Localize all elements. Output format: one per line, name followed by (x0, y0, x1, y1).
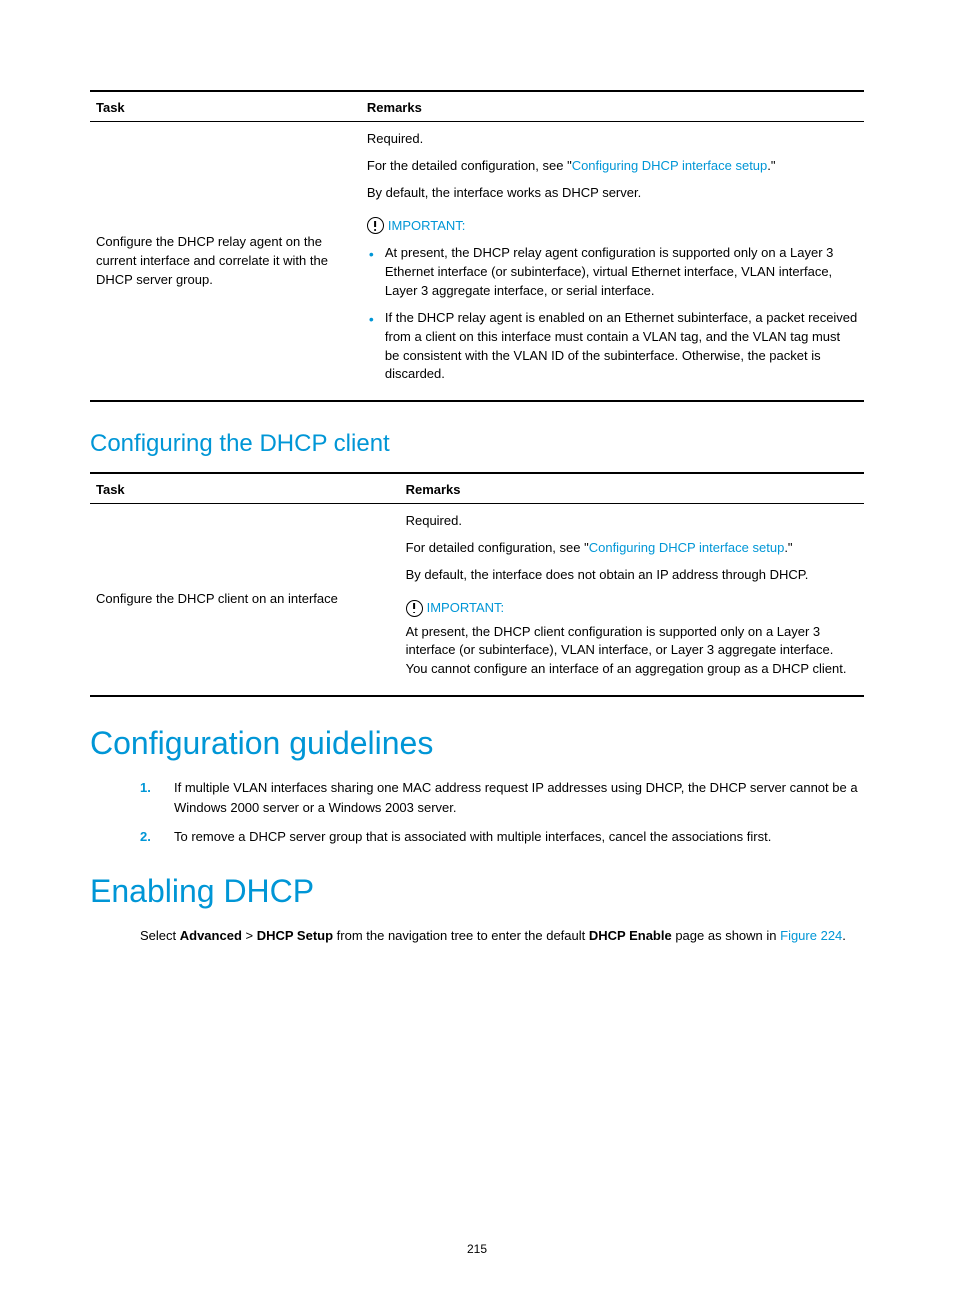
remarks-cell: Required. For detailed configuration, se… (400, 504, 864, 696)
section-heading-client: Configuring the DHCP client (90, 430, 864, 458)
table-header-remarks: Remarks (400, 473, 864, 504)
guidelines-list: If multiple VLAN interfaces sharing one … (140, 778, 864, 847)
important-label: IMPORTANT: (367, 217, 466, 236)
dhcp-setup-label: DHCP Setup (257, 928, 333, 943)
para-mid: from the navigation tree to enter the de… (333, 928, 589, 943)
page-number: 215 (0, 1242, 954, 1256)
table-row: Configure the DHCP relay agent on the cu… (90, 122, 864, 402)
default-text: By default, the interface works as DHCP … (367, 184, 858, 203)
warning-icon (367, 217, 384, 234)
para-pre: Select (140, 928, 180, 943)
config-link[interactable]: Configuring DHCP interface setup (589, 540, 785, 555)
detail-text: For the detailed configuration, see "Con… (367, 157, 858, 176)
task-cell: Configure the DHCP client on an interfac… (90, 504, 400, 696)
dhcp-enable-label: DHCP Enable (589, 928, 672, 943)
important-text: IMPORTANT: (427, 599, 505, 618)
table-header-remarks: Remarks (361, 91, 864, 122)
page: Task Remarks Configure the DHCP relay ag… (0, 0, 954, 1296)
default-text: By default, the interface does not obtai… (406, 566, 858, 585)
enable-paragraph: Select Advanced > DHCP Setup from the na… (140, 926, 864, 946)
important-text: IMPORTANT: (388, 217, 466, 236)
task-cell: Configure the DHCP relay agent on the cu… (90, 122, 361, 402)
guideline-item: To remove a DHCP server group that is as… (140, 827, 864, 847)
bullet-item: At present, the DHCP relay agent configu… (367, 244, 858, 301)
warning-icon (406, 600, 423, 617)
section-heading-enable: Enabling DHCP (90, 873, 864, 910)
gt: > (242, 928, 257, 943)
detail-suffix: ." (784, 540, 792, 555)
para-post2: . (842, 928, 846, 943)
section-heading-guidelines: Configuration guidelines (90, 725, 864, 762)
figure-link[interactable]: Figure 224 (780, 928, 842, 943)
detail-prefix: For the detailed configuration, see " (367, 158, 572, 173)
client-table: Task Remarks Configure the DHCP client o… (90, 472, 864, 697)
required-text: Required. (406, 512, 858, 531)
required-text: Required. (367, 130, 858, 149)
detail-text: For detailed configuration, see "Configu… (406, 539, 858, 558)
para-post1: page as shown in (672, 928, 780, 943)
detail-prefix: For detailed configuration, see " (406, 540, 589, 555)
config-link[interactable]: Configuring DHCP interface setup (572, 158, 768, 173)
advanced-label: Advanced (180, 928, 242, 943)
table-header-task: Task (90, 91, 361, 122)
important-bullets: At present, the DHCP relay agent configu… (367, 244, 858, 384)
bullet-item: If the DHCP relay agent is enabled on an… (367, 309, 858, 384)
guideline-item: If multiple VLAN interfaces sharing one … (140, 778, 864, 817)
detail-suffix: ." (767, 158, 775, 173)
remarks-cell: Required. For the detailed configuration… (361, 122, 864, 402)
important-body: At present, the DHCP client configuratio… (406, 623, 858, 680)
table-header-task: Task (90, 473, 400, 504)
table-row: Configure the DHCP client on an interfac… (90, 504, 864, 696)
important-label: IMPORTANT: (406, 599, 505, 618)
relay-agent-table: Task Remarks Configure the DHCP relay ag… (90, 90, 864, 402)
